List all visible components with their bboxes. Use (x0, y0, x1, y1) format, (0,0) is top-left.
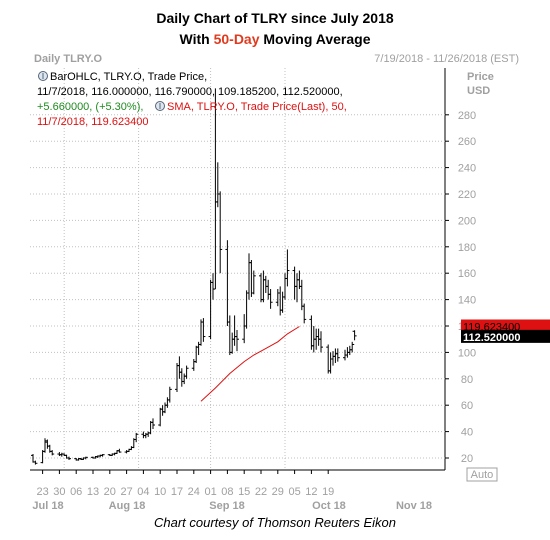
x-tick-label: 17 (171, 486, 183, 498)
y-tick-label: 20 (461, 453, 473, 465)
x-month-label: Sep 18 (209, 500, 244, 512)
y-tick-label: 160 (458, 268, 476, 280)
x-tick-label: 22 (255, 486, 267, 498)
x-tick-label: 04 (137, 486, 149, 498)
legend-change: +5.660000, (+5.30%), (37, 101, 143, 113)
x-month-label: Aug 18 (109, 500, 146, 512)
y-tick-label: 180 (458, 242, 476, 254)
chart-footer: Chart courtesy of Thomson Reuters Eikon (153, 515, 397, 530)
y-tick-label: 60 (461, 400, 473, 412)
x-tick-label: 24 (188, 486, 200, 498)
y-tick-label: 260 (458, 136, 476, 148)
y-tick-label: 80 (461, 374, 473, 386)
x-tick-label: 10 (154, 486, 166, 498)
ohlc-bars (31, 88, 357, 465)
x-tick-label: 12 (305, 486, 317, 498)
x-month-label: Jul 18 (32, 500, 63, 512)
y-tick-label: 140 (458, 295, 476, 307)
x-tick-label: 19 (322, 486, 334, 498)
sma-line (200, 326, 300, 402)
symbol-label: Daily TLRY.O (34, 53, 103, 65)
currency-axis-label: USD (467, 85, 490, 97)
price-axis-label: Price (467, 71, 494, 83)
x-month-label: Nov 18 (396, 500, 432, 512)
y-tick-label: 220 (458, 189, 476, 201)
x-tick-label: 15 (238, 486, 250, 498)
subtitle-suffix: Moving Average (259, 31, 371, 47)
legend: BarOHLC, TLRY.O, Trade Price, 11/7/2018, … (37, 71, 347, 128)
legend-ohlc-line2: 11/7/2018, 116.000000, 116.790000, 109.1… (37, 86, 343, 98)
auto-scale-box (466, 467, 498, 482)
x-tick-label: 05 (288, 486, 300, 498)
date-range-label: 7/19/2018 - 11/26/2018 (EST) (374, 53, 519, 65)
x-tick-label: 08 (221, 486, 233, 498)
legend-sma-line2: 11/7/2018, 119.623400 (37, 116, 149, 128)
x-tick-label: 29 (272, 486, 284, 498)
y-tick-label: 280 (458, 110, 476, 122)
x-tick-label: 27 (120, 486, 132, 498)
auto-scale-label: Auto (471, 469, 494, 481)
subtitle-highlight: 50-Day (213, 31, 260, 47)
legend-ohlc-icon (38, 71, 48, 81)
x-tick-label: 20 (104, 486, 116, 498)
chart-subtitle: With 50-Day Moving Average (0, 31, 550, 47)
last-value-label: 112.520000 (463, 332, 521, 344)
chart-title: Daily Chart of TLRY since July 2018 (156, 10, 394, 26)
sma-value-flag (461, 319, 550, 333)
x-month-label: Oct 18 (312, 500, 346, 512)
legend-sma-line1: SMA, TLRY.O, Trade Price(Last), 50, (167, 101, 347, 113)
x-tick-label: 06 (70, 486, 82, 498)
y-tick-label: 100 (458, 347, 476, 359)
y-tick-label: 40 (461, 427, 473, 439)
x-tick-label: 13 (87, 486, 99, 498)
y-tick-label: 200 (458, 215, 476, 227)
subtitle-prefix: With (179, 31, 214, 47)
legend-sma-icon (155, 101, 165, 111)
x-tick-label: 30 (53, 486, 65, 498)
x-tick-label: 01 (204, 486, 216, 498)
last-value-flag (461, 329, 550, 343)
y-tick-label: 240 (458, 163, 476, 175)
legend-ohlc-line1: BarOHLC, TLRY.O, Trade Price, (50, 71, 207, 83)
x-tick-label: 23 (36, 486, 48, 498)
